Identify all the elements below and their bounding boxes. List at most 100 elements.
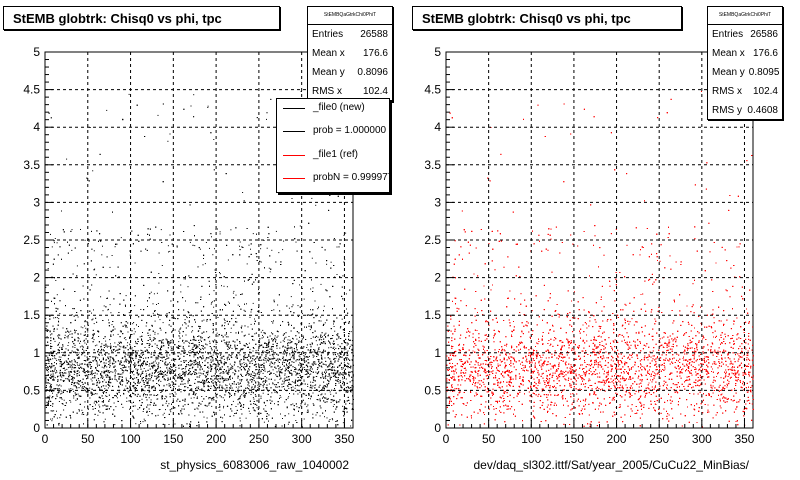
data-point xyxy=(275,386,276,388)
data-point xyxy=(279,347,281,349)
data-point xyxy=(74,385,76,387)
data-point xyxy=(84,331,86,333)
data-point xyxy=(138,326,139,327)
data-point xyxy=(114,424,116,426)
data-point xyxy=(286,385,288,387)
data-point xyxy=(287,397,289,399)
data-point xyxy=(109,304,111,306)
data-point xyxy=(54,357,56,359)
data-point xyxy=(325,336,327,338)
data-point xyxy=(49,382,51,384)
data-point xyxy=(69,364,71,366)
data-point xyxy=(85,387,87,389)
data-point xyxy=(53,242,55,244)
data-point xyxy=(197,358,199,360)
data-point xyxy=(90,373,91,375)
data-point xyxy=(161,390,163,392)
data-point xyxy=(199,368,201,370)
data-point xyxy=(180,391,182,393)
data-point xyxy=(165,402,167,404)
data-point xyxy=(322,336,323,338)
data-point xyxy=(180,353,182,355)
data-point xyxy=(303,418,305,420)
data-point xyxy=(113,367,115,368)
data-point xyxy=(48,403,49,405)
data-point xyxy=(96,373,98,375)
data-point xyxy=(294,380,296,382)
data-point xyxy=(314,300,316,302)
data-point xyxy=(162,396,164,397)
data-point xyxy=(119,345,121,347)
data-point xyxy=(91,374,93,376)
data-point xyxy=(88,240,90,242)
data-point xyxy=(210,351,211,353)
data-point xyxy=(246,263,248,265)
data-point xyxy=(92,333,94,335)
data-point xyxy=(292,355,294,357)
data-point xyxy=(351,348,353,350)
data-point xyxy=(283,341,285,343)
data-point xyxy=(286,407,288,409)
data-point xyxy=(265,347,267,348)
data-point xyxy=(220,357,222,359)
data-point xyxy=(193,397,195,399)
data-point xyxy=(292,357,294,359)
data-point xyxy=(62,327,64,329)
data-point xyxy=(46,336,48,338)
data-point xyxy=(126,383,128,384)
data-point xyxy=(143,408,145,410)
data-point xyxy=(318,371,320,373)
data-point xyxy=(105,374,107,376)
data-point xyxy=(72,308,74,310)
data-point xyxy=(145,376,147,378)
data-point xyxy=(282,353,284,355)
data-point xyxy=(285,336,287,338)
data-point xyxy=(172,384,174,386)
data-point xyxy=(346,344,348,346)
data-point xyxy=(308,323,310,325)
data-point xyxy=(300,405,302,407)
data-point xyxy=(171,331,173,333)
data-point xyxy=(162,414,164,416)
data-point xyxy=(288,413,290,415)
data-point xyxy=(223,285,225,287)
data-point xyxy=(129,360,131,362)
data-point xyxy=(214,248,215,250)
data-point xyxy=(63,399,65,401)
data-point xyxy=(195,393,197,395)
data-point xyxy=(95,274,97,276)
data-point xyxy=(113,402,115,404)
data-point xyxy=(344,265,345,266)
data-point xyxy=(331,418,333,420)
data-point xyxy=(338,336,340,337)
data-point xyxy=(185,278,186,280)
data-point xyxy=(279,374,280,376)
data-point xyxy=(51,397,53,399)
data-point xyxy=(343,349,345,351)
data-point xyxy=(93,356,95,358)
data-point xyxy=(154,331,156,333)
data-point xyxy=(214,349,216,351)
data-point xyxy=(109,339,111,341)
data-point xyxy=(126,380,128,382)
data-point xyxy=(229,383,231,385)
data-point xyxy=(241,325,243,327)
data-point xyxy=(159,319,161,321)
data-point xyxy=(106,366,108,368)
data-point xyxy=(91,312,92,314)
data-point xyxy=(342,376,343,378)
data-point xyxy=(155,362,157,364)
data-point xyxy=(329,391,331,393)
data-point xyxy=(50,418,52,420)
data-point xyxy=(153,361,155,363)
data-point xyxy=(51,246,53,248)
data-point xyxy=(56,317,58,319)
data-point xyxy=(215,386,216,388)
data-point xyxy=(332,376,334,377)
data-point xyxy=(86,414,88,416)
data-point xyxy=(216,332,218,334)
data-point xyxy=(268,383,270,385)
data-point xyxy=(165,409,166,411)
data-point xyxy=(110,343,111,345)
data-point xyxy=(276,347,278,349)
